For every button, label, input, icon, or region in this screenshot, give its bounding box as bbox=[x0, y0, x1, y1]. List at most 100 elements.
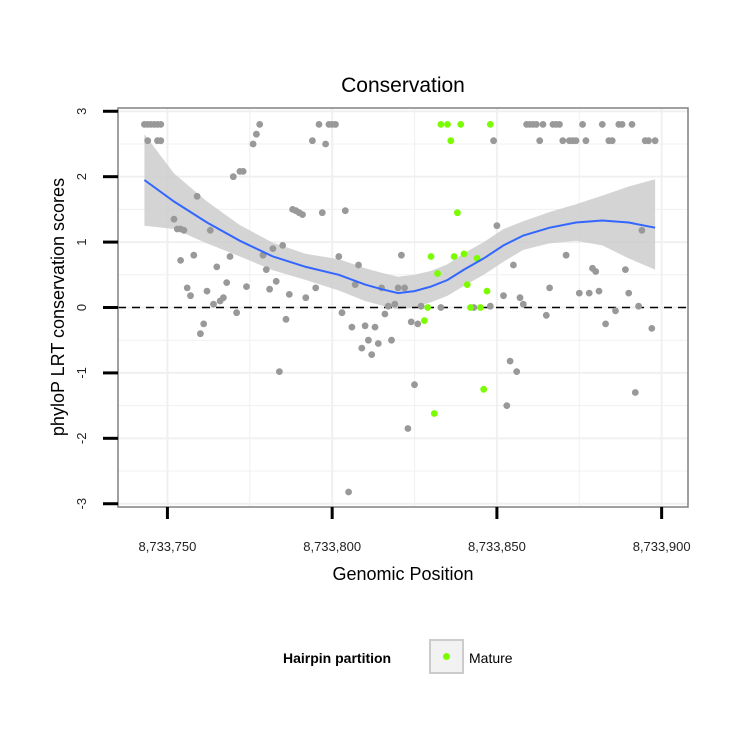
point-other-91 bbox=[506, 357, 514, 365]
data-points bbox=[141, 121, 659, 496]
point-other-133 bbox=[645, 137, 652, 145]
smooth-trend-line bbox=[143, 179, 656, 295]
point-mature-4 bbox=[434, 270, 441, 277]
smooth-confidence-ribbon bbox=[144, 134, 656, 310]
point-other-106 bbox=[556, 121, 563, 128]
point-mature-16 bbox=[480, 385, 488, 393]
legend-label-mature: Mature bbox=[469, 650, 513, 666]
point-other-16 bbox=[190, 251, 198, 259]
point-other-112 bbox=[575, 289, 583, 297]
point-other-92 bbox=[510, 261, 517, 269]
point-other-66 bbox=[361, 322, 369, 330]
point-other-67 bbox=[365, 336, 372, 344]
point-other-79 bbox=[404, 425, 412, 432]
point-other-84 bbox=[437, 304, 445, 311]
point-other-119 bbox=[598, 121, 606, 128]
point-other-113 bbox=[579, 121, 586, 128]
point-other-122 bbox=[608, 137, 616, 145]
point-other-14 bbox=[183, 284, 191, 292]
point-other-111 bbox=[572, 137, 580, 145]
legend-title: Hairpin partition bbox=[283, 650, 391, 666]
y-tick-label-2: -1 bbox=[74, 367, 89, 379]
point-mature-10 bbox=[457, 121, 465, 128]
point-other-57 bbox=[332, 121, 339, 128]
point-other-65 bbox=[358, 344, 366, 352]
point-other-123 bbox=[612, 307, 619, 315]
x-tick-label-1: 8,733,800 bbox=[303, 539, 361, 554]
point-other-21 bbox=[206, 226, 214, 234]
point-mature-2 bbox=[427, 253, 435, 260]
point-other-94 bbox=[516, 294, 524, 302]
point-mature-13 bbox=[467, 304, 474, 311]
point-other-127 bbox=[625, 289, 633, 297]
point-mature-11 bbox=[460, 250, 468, 258]
point-other-35 bbox=[256, 121, 264, 128]
point-other-68 bbox=[368, 351, 376, 358]
point-other-53 bbox=[318, 209, 326, 217]
point-other-25 bbox=[220, 294, 227, 302]
point-other-88 bbox=[493, 222, 501, 230]
point-other-54 bbox=[322, 140, 329, 148]
point-other-81 bbox=[411, 381, 418, 389]
y-axis-label: phyloP LRT conservation scores bbox=[48, 178, 68, 436]
point-mature-0 bbox=[421, 317, 428, 324]
point-other-18 bbox=[197, 330, 204, 338]
y-tick-label-3: 0 bbox=[74, 304, 89, 311]
point-other-134 bbox=[648, 325, 656, 332]
axes: 8,733,750 8,733,800 8,733,850 8,733,900 -3 -2… bbox=[74, 107, 691, 554]
legend: Hairpin partition Mature bbox=[283, 639, 513, 674]
point-other-69 bbox=[371, 323, 379, 331]
point-other-61 bbox=[345, 488, 352, 496]
point-other-80 bbox=[407, 318, 415, 326]
point-other-44 bbox=[285, 291, 293, 298]
point-mature-7 bbox=[447, 137, 455, 145]
point-mature-18 bbox=[486, 121, 494, 128]
point-other-103 bbox=[546, 284, 553, 292]
point-other-99 bbox=[533, 121, 540, 128]
point-other-73 bbox=[384, 302, 392, 310]
legend-key-mature-point bbox=[443, 653, 450, 660]
point-other-74 bbox=[388, 336, 395, 344]
point-other-70 bbox=[374, 340, 382, 347]
point-other-17 bbox=[193, 192, 201, 200]
point-other-95 bbox=[519, 300, 527, 308]
point-other-50 bbox=[309, 137, 316, 145]
chart-title: Conservation bbox=[341, 74, 465, 97]
point-other-63 bbox=[351, 281, 359, 288]
confidence-ribbon bbox=[144, 134, 656, 310]
point-other-13 bbox=[177, 257, 185, 264]
point-other-19 bbox=[200, 320, 208, 328]
point-other-114 bbox=[582, 137, 590, 145]
point-other-130 bbox=[635, 302, 642, 310]
point-mature-5 bbox=[437, 121, 445, 128]
point-other-6 bbox=[144, 137, 152, 145]
point-other-72 bbox=[381, 310, 389, 318]
point-mature-8 bbox=[450, 253, 458, 260]
point-other-34 bbox=[253, 130, 260, 138]
point-other-128 bbox=[628, 121, 636, 128]
point-other-27 bbox=[226, 253, 234, 260]
y-tick-label-6: 3 bbox=[74, 108, 89, 115]
point-other-28 bbox=[229, 173, 237, 181]
point-other-93 bbox=[513, 368, 521, 375]
point-other-5 bbox=[157, 121, 165, 128]
point-other-101 bbox=[539, 121, 547, 128]
point-other-12 bbox=[180, 226, 188, 234]
point-other-26 bbox=[223, 279, 231, 286]
point-other-86 bbox=[486, 302, 494, 310]
point-other-107 bbox=[559, 137, 567, 145]
y-tick-label-5: 2 bbox=[74, 173, 89, 180]
y-tick-label-4: 1 bbox=[74, 238, 89, 245]
legend-key-box bbox=[429, 639, 464, 674]
point-other-118 bbox=[595, 287, 603, 295]
point-other-82 bbox=[414, 320, 422, 328]
point-other-131 bbox=[638, 226, 646, 234]
point-other-117 bbox=[592, 268, 600, 275]
point-other-77 bbox=[398, 251, 405, 259]
point-other-129 bbox=[631, 389, 639, 396]
point-other-8 bbox=[157, 137, 165, 145]
point-other-22 bbox=[210, 300, 217, 308]
point-other-20 bbox=[203, 287, 211, 295]
point-other-33 bbox=[249, 140, 257, 148]
